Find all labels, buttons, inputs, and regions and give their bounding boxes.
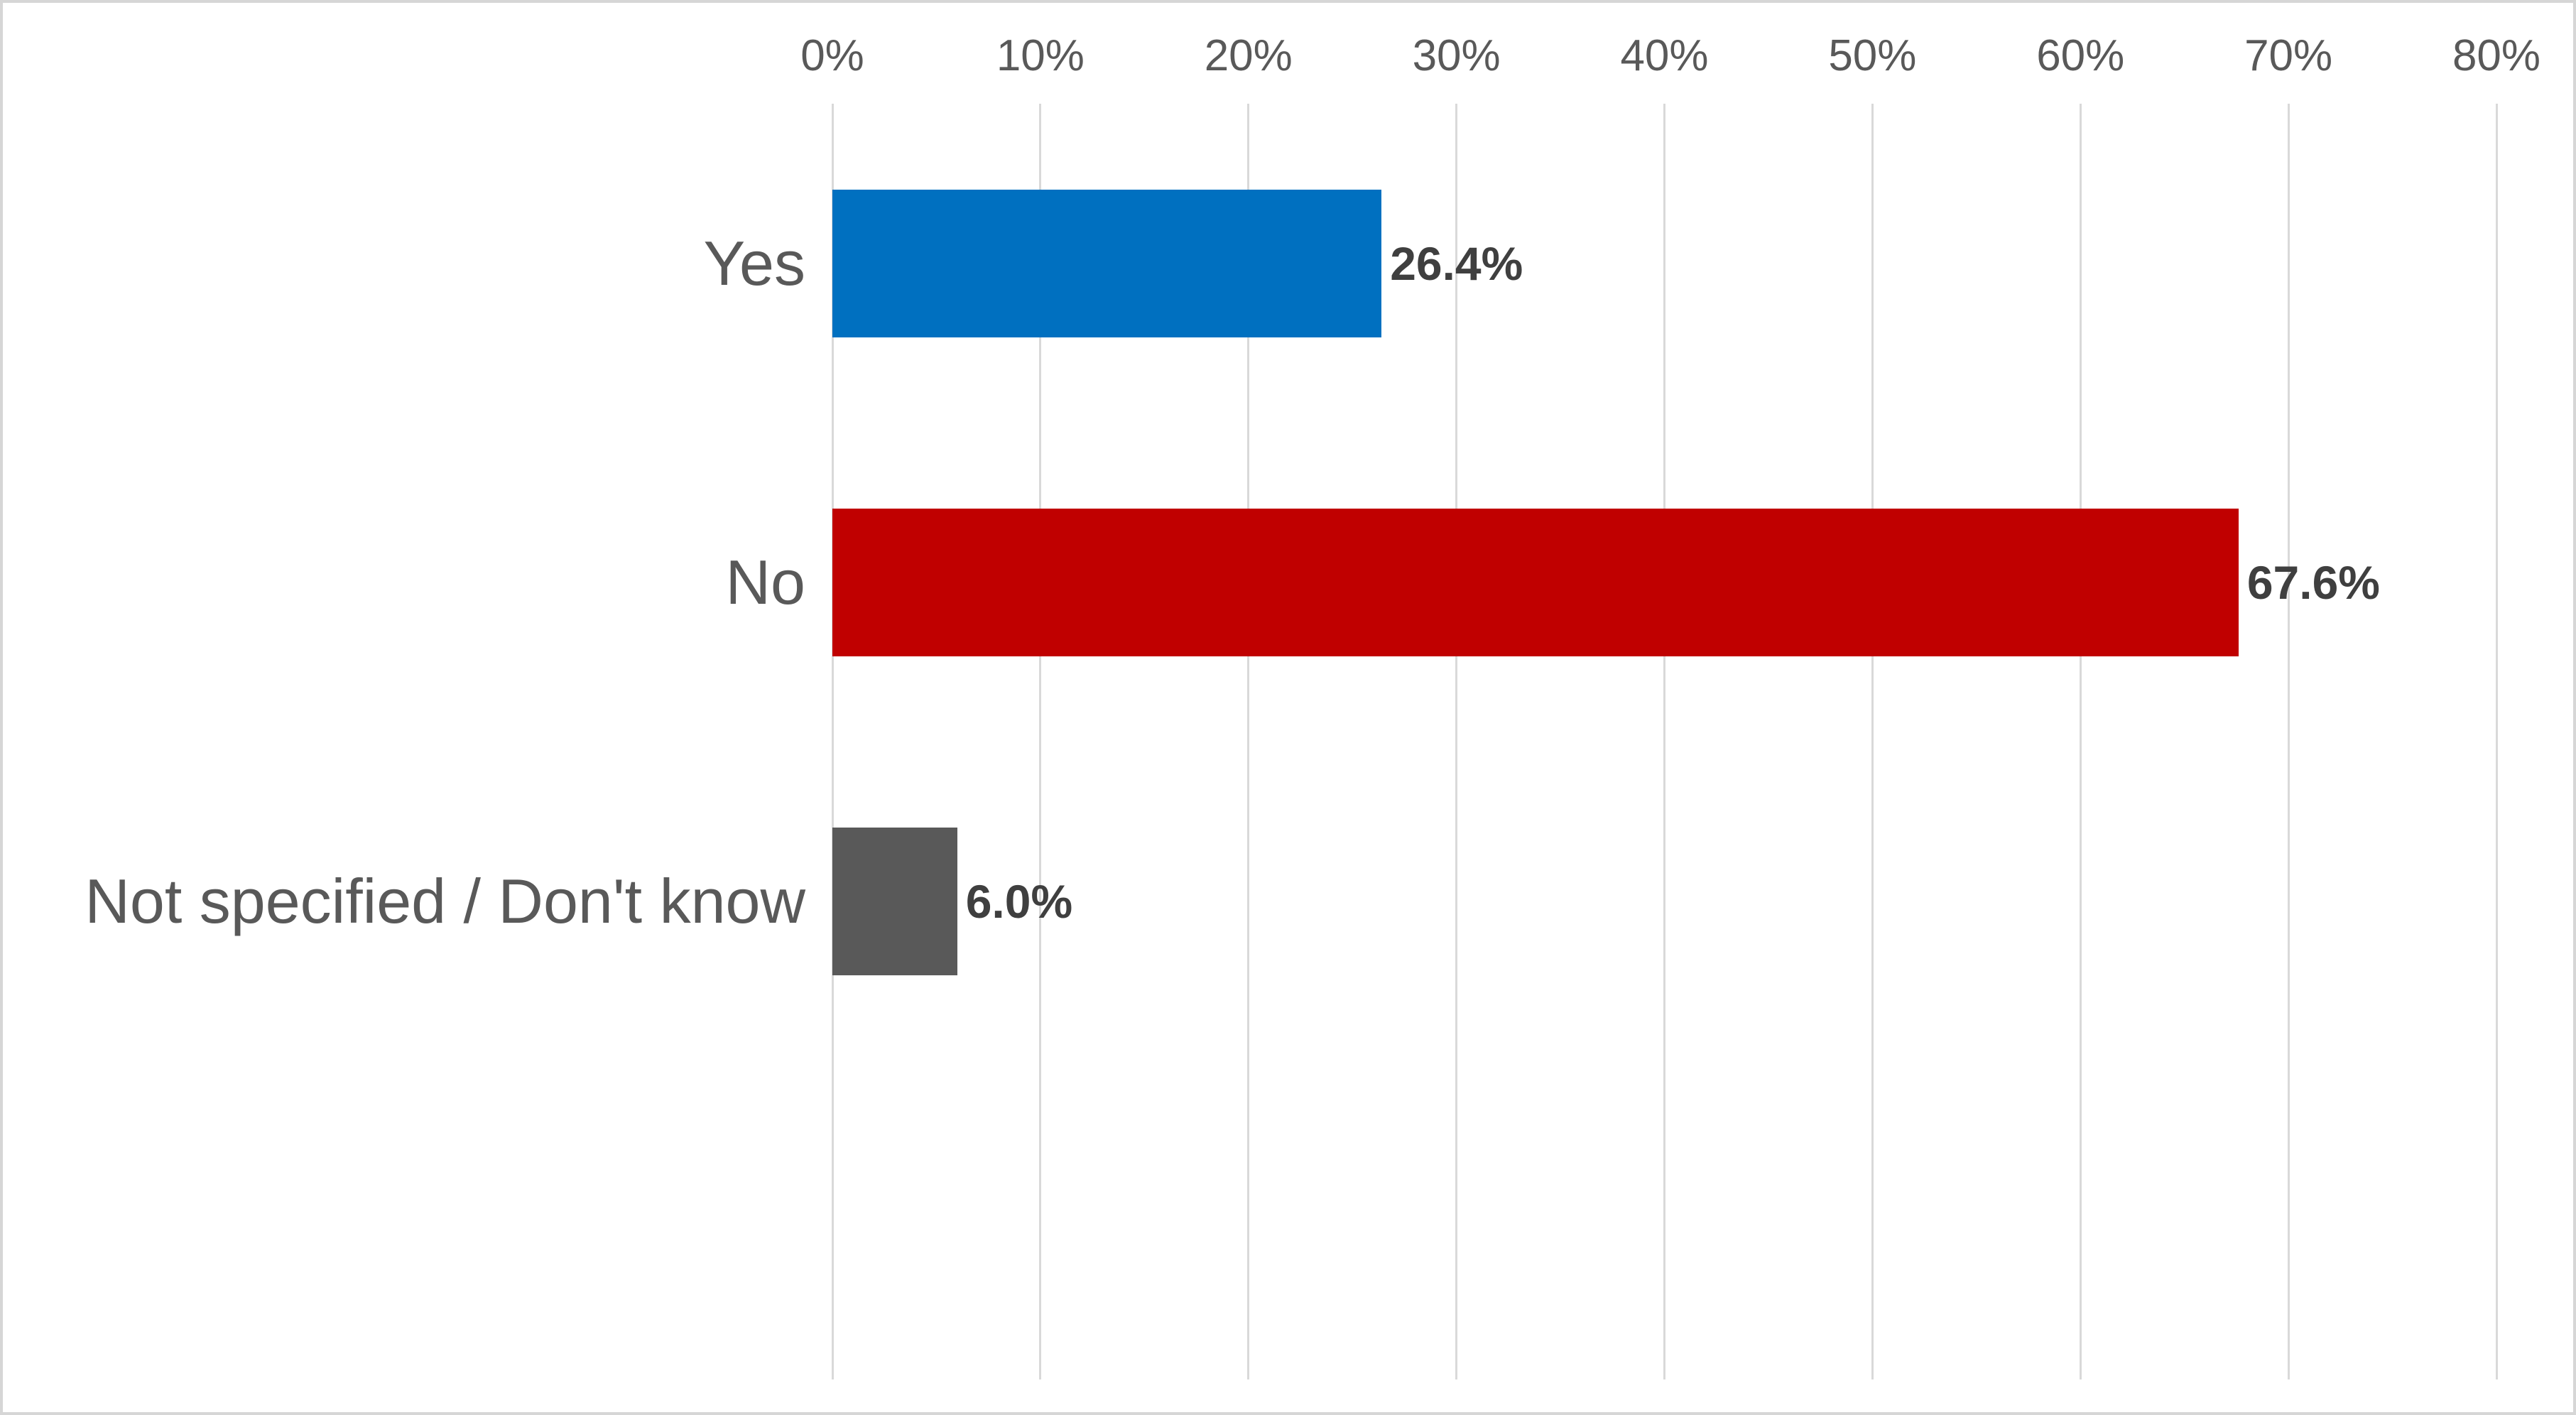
gridline bbox=[1247, 104, 1250, 1379]
x-axis-tick-label: 30% bbox=[1412, 31, 1501, 80]
category-label: Not specified / Don't know bbox=[85, 865, 805, 936]
gridline bbox=[1455, 104, 1458, 1379]
bar-not-specified-don-t-know bbox=[832, 827, 957, 975]
gridline bbox=[2287, 104, 2290, 1379]
x-axis-tick-label: 0% bbox=[800, 31, 864, 80]
x-axis-tick-label: 10% bbox=[996, 31, 1085, 80]
gridline bbox=[2495, 104, 2498, 1379]
category-label: No bbox=[725, 546, 806, 617]
x-axis-tick-label: 60% bbox=[2036, 31, 2125, 80]
x-axis-tick-label: 40% bbox=[1620, 31, 1709, 80]
bar-no bbox=[832, 508, 2239, 656]
gridline bbox=[1871, 104, 1874, 1379]
x-axis-tick-label: 20% bbox=[1204, 31, 1293, 80]
bar-yes bbox=[832, 189, 1382, 337]
value-label: 6.0% bbox=[965, 874, 1073, 928]
x-axis-tick-label: 80% bbox=[2452, 31, 2541, 80]
gridline bbox=[1039, 104, 1042, 1379]
gridline bbox=[1663, 104, 1665, 1379]
x-axis-tick-label: 50% bbox=[1828, 31, 1917, 80]
gridline bbox=[2079, 104, 2082, 1379]
gridline bbox=[831, 104, 834, 1379]
value-label: 26.4% bbox=[1390, 237, 1523, 290]
category-label: Yes bbox=[703, 227, 805, 298]
value-label: 67.6% bbox=[2246, 555, 2380, 609]
x-axis-tick-label: 70% bbox=[2244, 31, 2333, 80]
